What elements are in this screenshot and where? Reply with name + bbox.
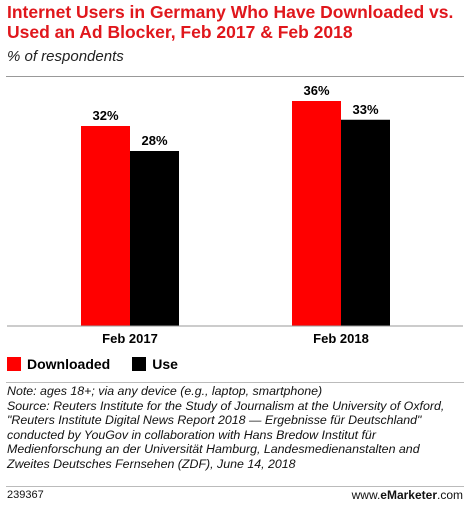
data-label-use-feb-2018: 33% <box>352 102 378 117</box>
bar-use-feb-2017 <box>130 151 179 326</box>
brand-prefix: www. <box>351 488 381 502</box>
chart-notes: Note: ages 18+; via any device (e.g., la… <box>7 384 465 472</box>
bar-chart: 32% 28% Feb 2017 36% 33% Feb 2018 <box>7 83 463 346</box>
bar-downloaded-feb-2017 <box>81 126 130 326</box>
note-divider <box>6 382 464 383</box>
labels-layer: 32% 28% Feb 2017 36% 33% Feb 2018 <box>92 83 378 346</box>
title-divider <box>6 76 464 77</box>
brand-suffix: .com <box>436 488 463 502</box>
legend-swatch-downloaded <box>7 357 21 371</box>
chart-title: Internet Users in Germany Who Have Downl… <box>7 2 454 42</box>
legend-item-use: Use <box>132 356 178 372</box>
legend-swatch-use <box>132 357 147 371</box>
data-label-downloaded-feb-2017: 32% <box>92 108 118 123</box>
x-tick-label-feb-2017: Feb 2017 <box>102 331 158 346</box>
brand-name: eMarketer <box>380 488 437 502</box>
chart-subtitle: % of respondents <box>7 48 124 65</box>
bar-use-feb-2018 <box>341 119 390 326</box>
chart-id: 239367 <box>7 489 44 501</box>
data-label-downloaded-feb-2018: 36% <box>303 83 329 98</box>
legend-label-use: Use <box>152 356 178 372</box>
chart-legend: Downloaded Use <box>7 356 200 372</box>
source-text: Source: Reuters Institute for the Study … <box>7 398 445 471</box>
note-text: Note: ages 18+; via any device (e.g., la… <box>7 384 323 398</box>
legend-item-downloaded: Downloaded <box>7 356 110 372</box>
x-tick-label-feb-2018: Feb 2018 <box>313 331 369 346</box>
brand-link[interactable]: www.eMarketer.com <box>352 488 463 502</box>
data-label-use-feb-2017: 28% <box>141 133 167 148</box>
bar-downloaded-feb-2018 <box>292 101 341 326</box>
legend-label-downloaded: Downloaded <box>27 356 111 372</box>
bars-layer <box>81 101 390 326</box>
footer-divider <box>6 486 464 487</box>
